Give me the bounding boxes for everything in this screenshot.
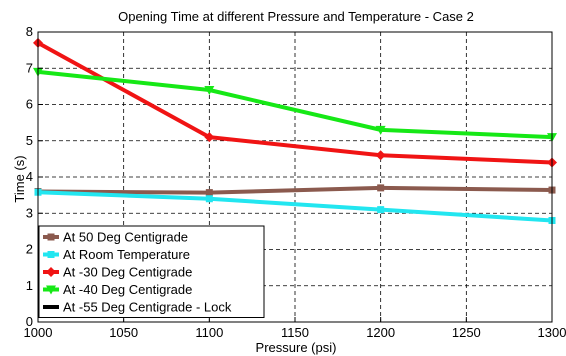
data-point xyxy=(204,86,215,95)
y-tick-label: 7 xyxy=(26,60,33,75)
x-tick-label: 1300 xyxy=(538,325,566,340)
data-point xyxy=(205,189,213,197)
data-point xyxy=(46,267,56,277)
data-point xyxy=(377,184,385,192)
data-point xyxy=(47,251,55,258)
x-tick-label: 1200 xyxy=(366,325,395,340)
legend-label: At -30 Deg Centigrade xyxy=(63,265,192,280)
series-path xyxy=(37,69,553,140)
legend-item: At -40 Deg Centigrade xyxy=(43,282,192,297)
legend-item: At -55 Deg Centigrade - Lock xyxy=(43,300,232,315)
series-path xyxy=(37,41,553,165)
y-tick-label: 8 xyxy=(26,24,33,39)
y-axis-label: Time (s) xyxy=(12,155,27,202)
series-path xyxy=(37,185,553,195)
legend-label: At Room Temperature xyxy=(63,247,190,262)
x-tick-label: 1000 xyxy=(24,325,53,340)
data-point xyxy=(375,150,386,161)
legend-item: At 50 Deg Centigrade xyxy=(43,230,188,245)
legend-item: At -30 Deg Centigrade xyxy=(43,265,192,280)
y-tick-label: 5 xyxy=(26,133,33,148)
x-tick-label: 1050 xyxy=(109,325,138,340)
chart-title: Opening Time at different Pressure and T… xyxy=(118,9,474,24)
legend-item: At Room Temperature xyxy=(43,247,190,262)
x-tick-label: 1250 xyxy=(452,325,481,340)
x-tick-label: 1150 xyxy=(281,325,309,340)
legend: At 50 Deg Centigrade At Room Temperature A… xyxy=(38,225,265,318)
legend-label: At -55 Deg Centigrade - Lock xyxy=(63,300,232,315)
data-point xyxy=(375,125,386,135)
y-tick-label: 2 xyxy=(26,242,33,257)
data-point xyxy=(204,132,215,143)
x-tick-label: 1100 xyxy=(195,325,223,340)
x-axis-label: Pressure (psi) xyxy=(256,340,337,355)
legend-label: At 50 Deg Centigrade xyxy=(63,230,188,245)
data-point xyxy=(46,285,56,295)
x-axis-ticks: 1000 1050 1100 1150 1200 1250 1300 xyxy=(24,317,566,340)
y-axis-ticks: 0 1 2 3 4 5 6 7 8 xyxy=(26,24,43,329)
data-point xyxy=(47,233,55,241)
series-line xyxy=(33,37,557,168)
data-point xyxy=(377,206,385,214)
y-tick-label: 0 xyxy=(26,314,33,329)
y-tick-label: 3 xyxy=(26,205,33,220)
legend-box xyxy=(38,225,265,318)
y-tick-label: 4 xyxy=(26,169,33,184)
data-point xyxy=(205,195,213,203)
y-tick-label: 6 xyxy=(26,97,33,112)
series-path xyxy=(37,190,553,223)
y-tick-label: 1 xyxy=(26,278,33,293)
legend-label: At -40 Deg Centigrade xyxy=(63,282,192,297)
